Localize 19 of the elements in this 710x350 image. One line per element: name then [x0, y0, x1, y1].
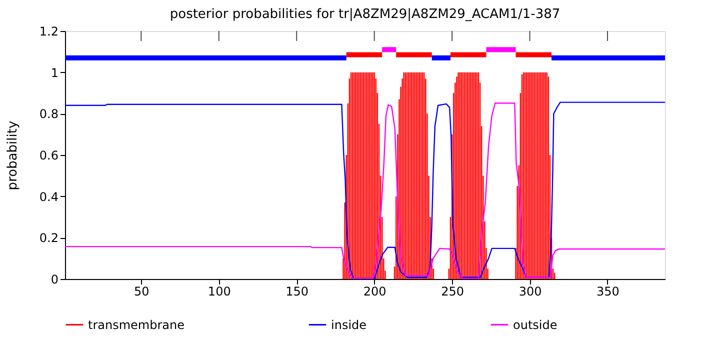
- y-tick-label: 0.4: [39, 190, 58, 204]
- chart-title: posterior probabilities for tr|A8ZM29|A8ZM29_ACAM1/1-387: [170, 7, 560, 22]
- y-axis-title: probability: [5, 120, 20, 190]
- x-tick-label: 300: [518, 284, 542, 298]
- x-tick-label: 200: [363, 284, 386, 298]
- legend-label: outside: [513, 318, 558, 332]
- legend-label: inside: [331, 318, 367, 332]
- y-tick-label: 0.6: [39, 148, 58, 162]
- x-tick-label: 100: [208, 284, 231, 298]
- x-tick-label: 250: [441, 284, 464, 298]
- x-tick-label: 150: [286, 284, 309, 298]
- y-tick-label: 0.2: [39, 231, 58, 246]
- y-tick-label: 1: [50, 66, 58, 80]
- x-tick-label: 50: [134, 284, 150, 298]
- y-tick-label: 0.8: [39, 107, 58, 122]
- y-tick-label: 0: [50, 272, 58, 286]
- y-tick-label: 1.2: [39, 24, 58, 38]
- legend-label: transmembrane: [88, 318, 185, 332]
- x-tick-label: 350: [596, 284, 620, 298]
